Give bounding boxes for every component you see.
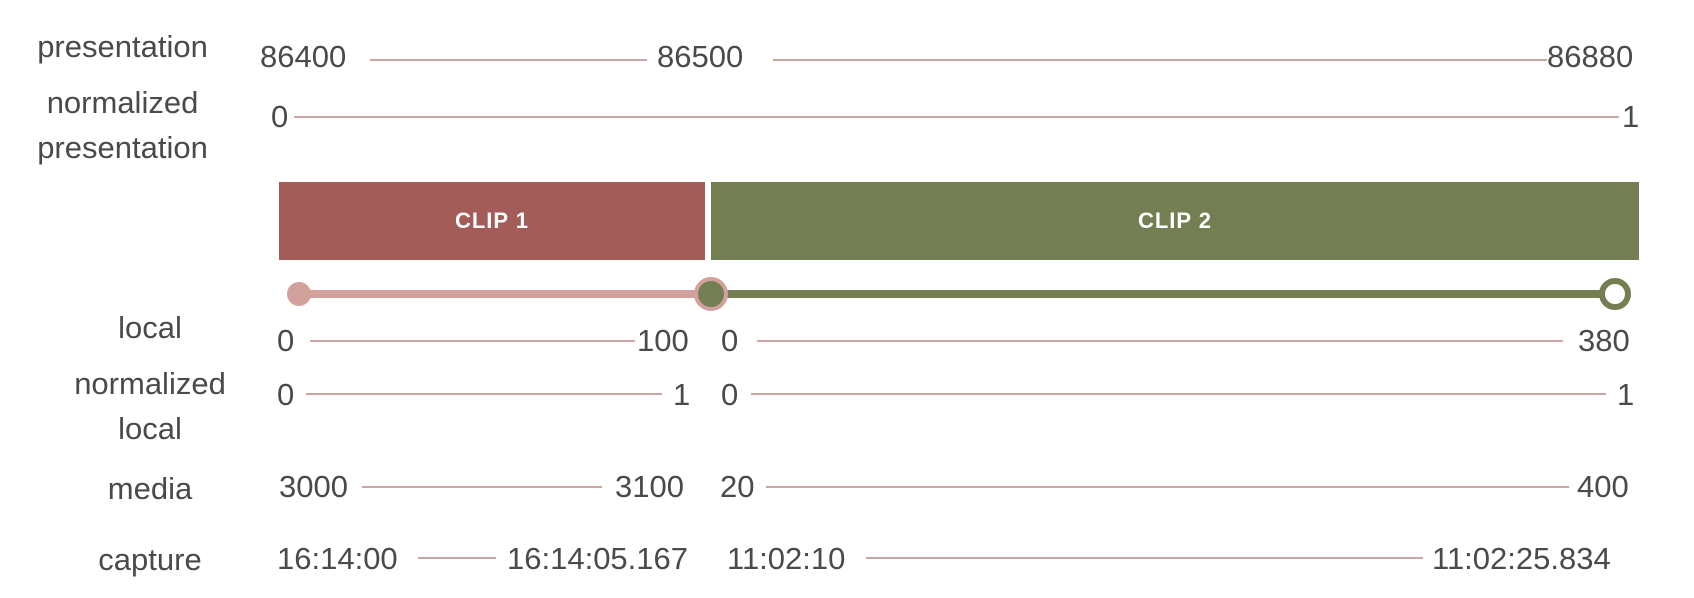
presentation-start-value: 86400 <box>260 39 347 74</box>
clip-2-capture-axis-line <box>866 557 1423 559</box>
clip-2-normalized-local-start-value: 0 <box>721 377 739 412</box>
presentation-mid-value: 86500 <box>657 39 744 74</box>
presentation-axis-line-a <box>370 59 647 61</box>
clip-1-media-axis-line <box>362 486 602 488</box>
presentation-end-value: 86880 <box>1547 39 1634 74</box>
clip-1-label: CLIP 1 <box>454 208 530 233</box>
clip-2-block: CLIP 2 <box>711 182 1639 260</box>
label-capture: capture <box>98 542 202 577</box>
clip-1-normalized-local-end-value: 1 <box>673 377 691 412</box>
clip-2-end-dot <box>1599 278 1631 310</box>
label-media: media <box>107 471 193 506</box>
clip-2-local-axis-line <box>757 340 1563 342</box>
clip-1-local-start-value: 0 <box>277 323 295 358</box>
normalized-presentation-start-value: 0 <box>271 99 289 134</box>
clip-1-media-end-value: 3100 <box>615 469 684 504</box>
clip-1-capture-axis-line <box>418 557 496 559</box>
clip-1-normalized-local-start-value: 0 <box>277 377 295 412</box>
normalized-presentation-end-value: 1 <box>1622 99 1640 134</box>
clip-1-start-dot <box>287 282 311 306</box>
clip-1-block: CLIP 1 <box>279 182 705 260</box>
clip-boundary-dot <box>694 277 728 311</box>
clip-2-local-end-value: 380 <box>1578 323 1630 358</box>
label-normalized-presentation-line1: normalized <box>46 85 199 120</box>
normalized-presentation-axis-line <box>294 116 1619 118</box>
clip-1-local-end-value: 100 <box>637 323 689 358</box>
label-local: local <box>118 310 182 345</box>
label-normalized-local-line1: normalized <box>74 366 226 401</box>
clip-1-track <box>299 290 711 298</box>
label-normalized-local-line2: local <box>118 411 182 446</box>
presentation-axis-line-b <box>773 59 1547 61</box>
clip-2-normalized-local-end-value: 1 <box>1617 377 1635 412</box>
clip-1-normalized-local-axis-line <box>306 393 662 395</box>
clip-2-track <box>711 290 1615 298</box>
clip-2-media-axis-line <box>766 486 1569 488</box>
label-normalized-presentation-line2: presentation <box>37 130 208 165</box>
clip-2-local-start-value: 0 <box>721 323 739 358</box>
clip-2-media-start-value: 20 <box>720 469 755 504</box>
clip-1-capture-end-value: 16:14:05.167 <box>507 541 689 576</box>
clip-2-media-end-value: 400 <box>1577 469 1629 504</box>
clip-1-local-axis-line <box>310 340 635 342</box>
clip-2-capture-start-value: 11:02:10 <box>727 541 846 576</box>
clip-2-label: CLIP 2 <box>1137 208 1213 233</box>
clip-2-capture-end-value: 11:02:25.834 <box>1432 541 1611 576</box>
clip-2-normalized-local-axis-line <box>751 393 1606 395</box>
clip-1-capture-start-value: 16:14:00 <box>277 541 398 576</box>
clip-1-media-start-value: 3000 <box>279 469 348 504</box>
label-presentation: presentation <box>37 29 208 64</box>
